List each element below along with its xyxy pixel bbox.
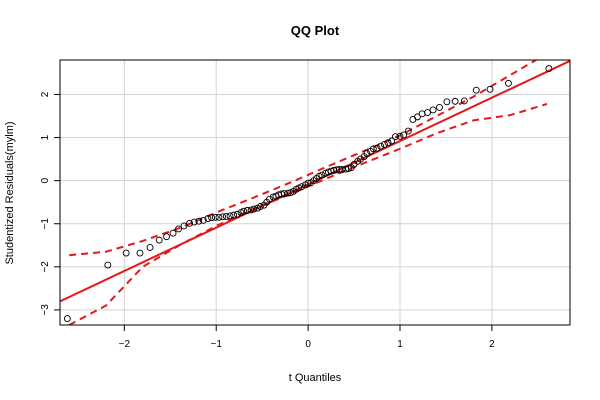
data-point	[169, 229, 177, 237]
y-tick-label: −1	[40, 218, 51, 230]
data-point	[175, 225, 182, 233]
data-point	[400, 131, 408, 139]
data-point	[418, 110, 426, 118]
x-tick-label: −1	[211, 339, 223, 350]
data-point	[199, 216, 207, 224]
data-point	[278, 190, 285, 198]
y-tick-label: −3	[40, 304, 51, 316]
x-axis-label: t Quantiles	[289, 372, 342, 384]
data-point	[545, 65, 553, 73]
confidence-band-upper	[69, 60, 538, 257]
x-tick-label: 1	[397, 339, 403, 350]
data-point	[380, 141, 388, 148]
data-points	[63, 65, 553, 322]
data-point	[266, 195, 273, 203]
data-point	[424, 109, 432, 117]
data-point	[373, 144, 381, 152]
y-axis-label: Studentized Residuals(mylm)	[4, 121, 16, 264]
data-point	[335, 165, 343, 173]
data-point	[222, 212, 230, 220]
data-point	[240, 207, 248, 215]
y-tick-label: 1	[40, 134, 51, 140]
data-point	[146, 243, 154, 251]
data-point	[451, 97, 459, 105]
data-point	[363, 150, 371, 157]
data-point	[244, 206, 251, 214]
data-point	[504, 79, 512, 87]
data-point	[404, 127, 412, 135]
data-point	[409, 116, 417, 123]
data-point	[136, 249, 144, 257]
data-point	[204, 215, 212, 223]
data-point	[429, 106, 437, 114]
data-point	[122, 249, 130, 257]
data-point	[338, 165, 346, 173]
data-point	[280, 190, 288, 198]
data-point	[190, 218, 198, 226]
x-tick-label: 0	[305, 339, 311, 350]
x-tick-label: −2	[119, 339, 131, 350]
data-point	[388, 137, 396, 145]
data-point	[460, 97, 468, 105]
data-point	[486, 85, 494, 93]
data-point	[391, 133, 399, 141]
data-point	[333, 166, 341, 174]
data-point	[247, 206, 255, 214]
y-tick-label: 2	[40, 91, 51, 97]
plot-frame	[59, 59, 571, 326]
data-point	[163, 233, 171, 241]
y-tick-label: 0	[40, 177, 51, 183]
x-tick-label: 2	[489, 339, 495, 350]
data-point	[250, 205, 258, 213]
data-point	[104, 261, 112, 269]
data-point	[345, 165, 352, 173]
data-point	[219, 213, 227, 221]
data-point	[377, 142, 385, 150]
data-point	[211, 213, 219, 221]
x-axis-ticks: −2 −1 0 1 2	[119, 325, 495, 350]
data-point	[180, 222, 188, 230]
data-point	[233, 210, 241, 218]
data-point	[226, 212, 234, 220]
data-point	[318, 171, 326, 179]
data-point	[472, 86, 480, 94]
y-axis-ticks: −3 −2 −1 0 1 2	[40, 91, 60, 316]
data-point	[186, 219, 194, 227]
data-point	[208, 214, 216, 222]
data-point	[384, 139, 392, 147]
data-point	[436, 103, 443, 111]
data-point	[256, 203, 264, 210]
data-point	[443, 98, 451, 106]
chart-title: QQ Plot	[291, 23, 340, 38]
data-point	[298, 183, 306, 191]
grid-lines	[60, 60, 570, 325]
data-point	[155, 236, 163, 244]
data-point	[304, 179, 312, 187]
data-point	[396, 132, 404, 140]
y-tick-label: −2	[40, 261, 51, 273]
data-point	[215, 213, 223, 221]
data-point	[63, 315, 71, 322]
data-point	[195, 217, 203, 225]
data-point	[230, 211, 238, 219]
data-point	[369, 145, 377, 153]
